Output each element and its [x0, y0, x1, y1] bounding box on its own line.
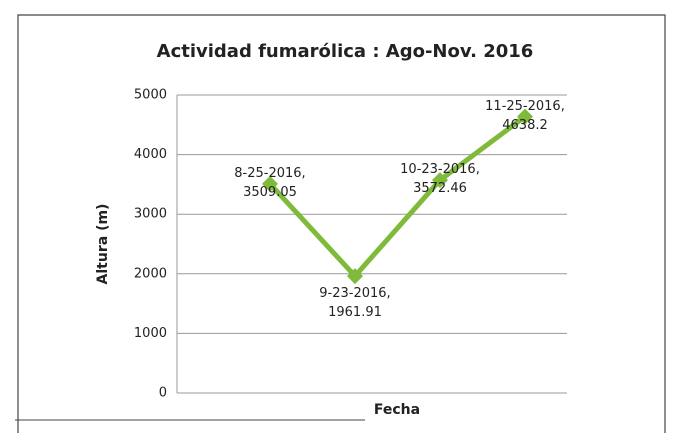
chart-title: Actividad fumarólica : Ago-Nov. 2016	[157, 41, 534, 62]
y-tick-label: 5000	[134, 88, 167, 103]
y-tick-label: 1000	[134, 326, 167, 341]
data-label: 11-25-2016, 4638.2	[485, 98, 565, 133]
y-tick-label: 4000	[134, 147, 167, 162]
point-marker	[347, 268, 363, 285]
y-tick-label: 0	[159, 386, 167, 401]
y-tick-label: 2000	[134, 266, 167, 281]
data-label: 9-23-2016, 1961.91	[319, 286, 391, 321]
data-label-box: 8-25-2016, 3509.05	[234, 165, 306, 200]
x-axis-label: Fecha	[374, 402, 420, 418]
data-label: 10-23-2016, 3572.46	[400, 162, 480, 197]
data-label-box: 10-23-2016, 3572.46	[400, 162, 480, 197]
point-marker	[432, 172, 448, 189]
point-marker	[262, 175, 278, 192]
y-tick-label: 3000	[134, 207, 167, 222]
data-label: 8-25-2016, 3509.05	[234, 165, 306, 200]
point-marker	[517, 108, 533, 125]
data-line	[268, 114, 527, 279]
data-label-box: 9-23-2016, 1961.91	[319, 286, 391, 321]
data-label-box: 11-25-2016, 4638.2	[485, 98, 565, 133]
y-axis-label: Altura (m)	[95, 204, 111, 285]
chart-frame	[17, 14, 666, 433]
